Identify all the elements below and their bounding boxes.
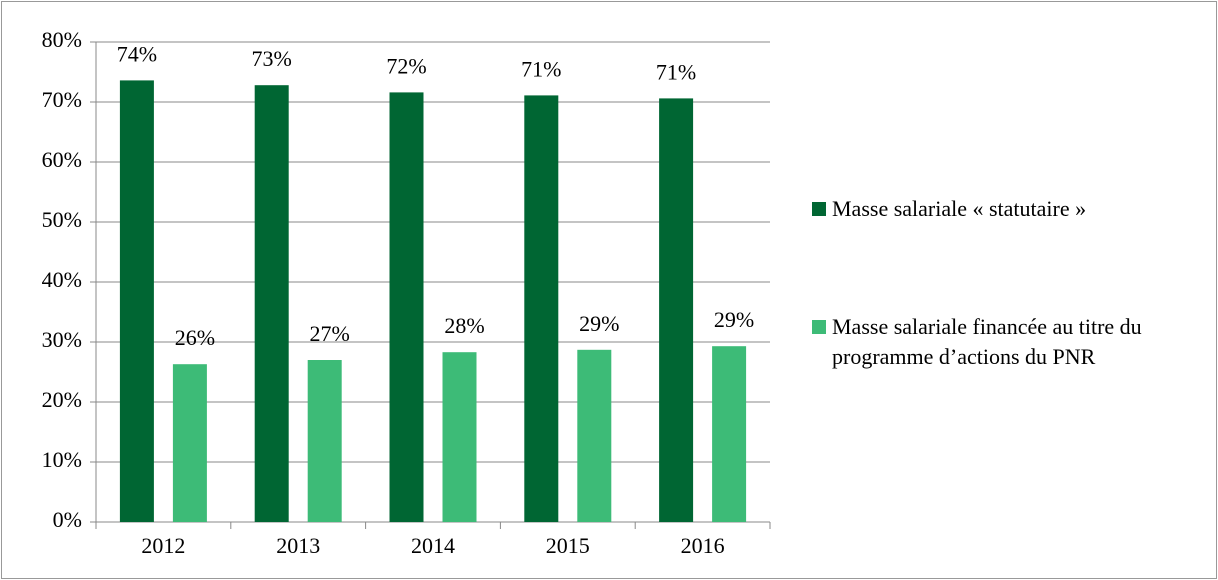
legend-label: Masse salariale « statutaire » bbox=[832, 196, 1087, 221]
y-tick-label: 70% bbox=[42, 87, 82, 112]
y-tick-label: 80% bbox=[42, 27, 82, 52]
x-tick-label: 2014 bbox=[411, 533, 455, 558]
x-tick-label: 2013 bbox=[276, 533, 320, 558]
legend-swatch bbox=[812, 320, 826, 334]
y-tick-label: 0% bbox=[53, 507, 82, 532]
value-label: 74% bbox=[117, 41, 157, 66]
y-tick-label: 50% bbox=[42, 207, 82, 232]
bar bbox=[119, 80, 154, 523]
bar bbox=[307, 360, 342, 522]
legend-swatch bbox=[812, 202, 826, 216]
legend-label: Masse salariale financée au titre du pro… bbox=[832, 314, 1142, 369]
value-label: 71% bbox=[656, 59, 696, 84]
bar bbox=[712, 346, 747, 522]
y-tick-label: 60% bbox=[42, 147, 82, 172]
bar bbox=[254, 85, 289, 522]
bar bbox=[577, 349, 612, 522]
legend-item: Masse salariale financée au titre du pro… bbox=[812, 312, 1202, 372]
value-label: 71% bbox=[521, 56, 561, 81]
bar bbox=[659, 98, 694, 523]
y-tick-label: 30% bbox=[42, 327, 82, 352]
bar bbox=[524, 95, 559, 523]
legend-item: Masse salariale « statutaire » bbox=[812, 194, 1202, 224]
x-tick-label: 2016 bbox=[681, 533, 725, 558]
value-label: 28% bbox=[444, 313, 484, 338]
value-label: 29% bbox=[714, 307, 754, 332]
value-label: 26% bbox=[175, 325, 215, 350]
bar bbox=[389, 92, 424, 523]
value-label: 29% bbox=[579, 311, 619, 336]
y-tick-label: 20% bbox=[42, 387, 82, 412]
y-tick-label: 10% bbox=[42, 447, 82, 472]
bar bbox=[172, 364, 207, 522]
x-tick-label: 2012 bbox=[141, 533, 185, 558]
value-label: 72% bbox=[386, 53, 426, 78]
x-tick-label: 2015 bbox=[546, 533, 590, 558]
value-label: 27% bbox=[310, 321, 350, 346]
value-label: 73% bbox=[252, 46, 292, 71]
y-tick-label: 40% bbox=[42, 267, 82, 292]
bar bbox=[442, 352, 477, 522]
